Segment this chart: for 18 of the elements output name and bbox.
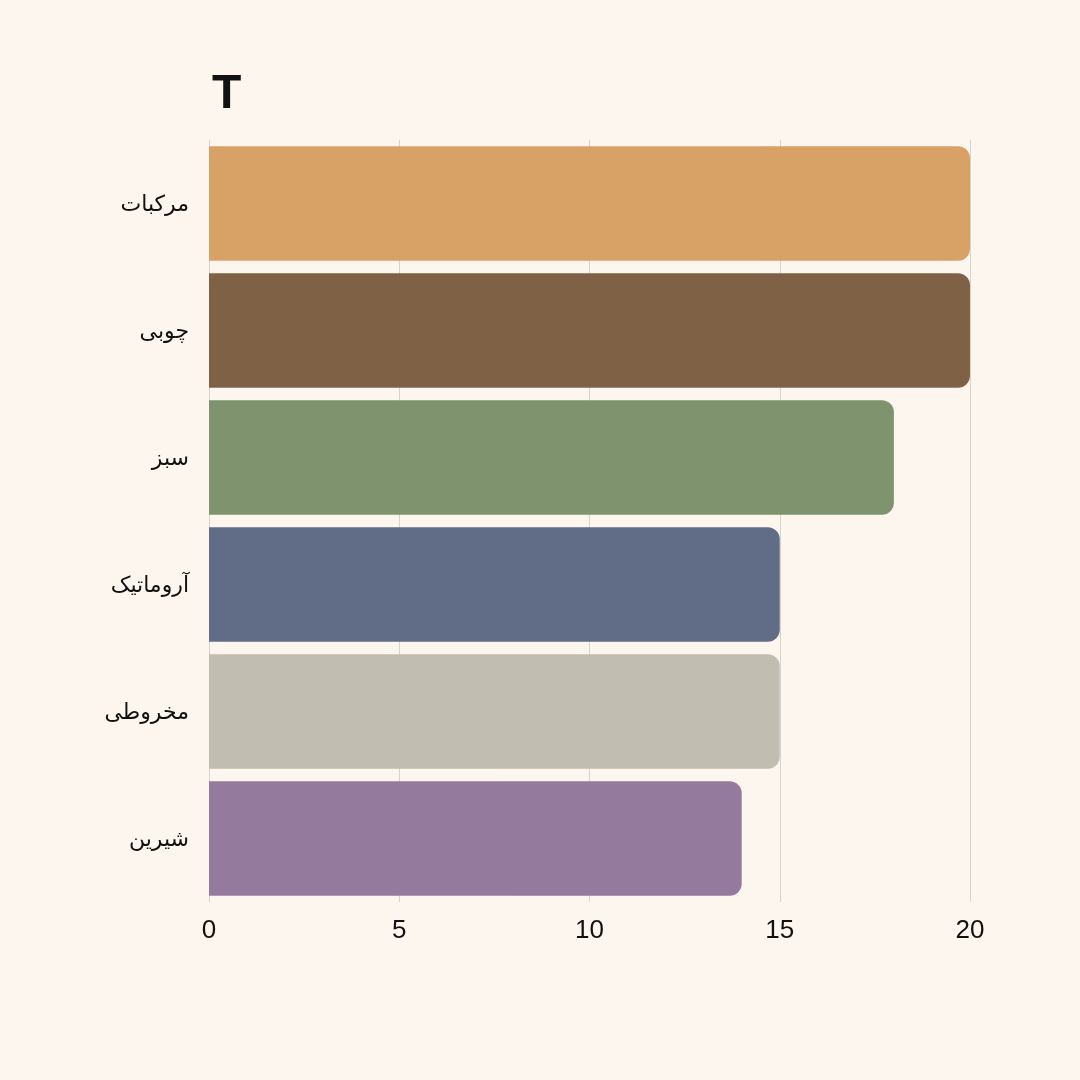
x-tick-label: 15 bbox=[765, 914, 795, 944]
y-tick-label: شیرین bbox=[128, 826, 189, 851]
bar bbox=[209, 146, 970, 261]
chart-title: T bbox=[212, 64, 242, 118]
x-tick-label: 5 bbox=[392, 914, 407, 944]
y-tick-label: آروماتیک bbox=[110, 571, 190, 597]
x-tick-label: 20 bbox=[955, 914, 985, 944]
bar bbox=[209, 400, 894, 515]
bar bbox=[209, 654, 780, 769]
y-tick-label: چوبی bbox=[139, 318, 189, 343]
y-tick-label: مخروطی bbox=[104, 699, 189, 724]
bar bbox=[209, 527, 780, 642]
x-tick-label: 10 bbox=[575, 914, 604, 944]
y-tick-label: مرکبات bbox=[120, 191, 189, 216]
bar bbox=[209, 781, 742, 896]
x-tick-label: 0 bbox=[201, 914, 217, 944]
bar bbox=[209, 273, 970, 388]
y-tick-label: سبز bbox=[150, 445, 189, 470]
